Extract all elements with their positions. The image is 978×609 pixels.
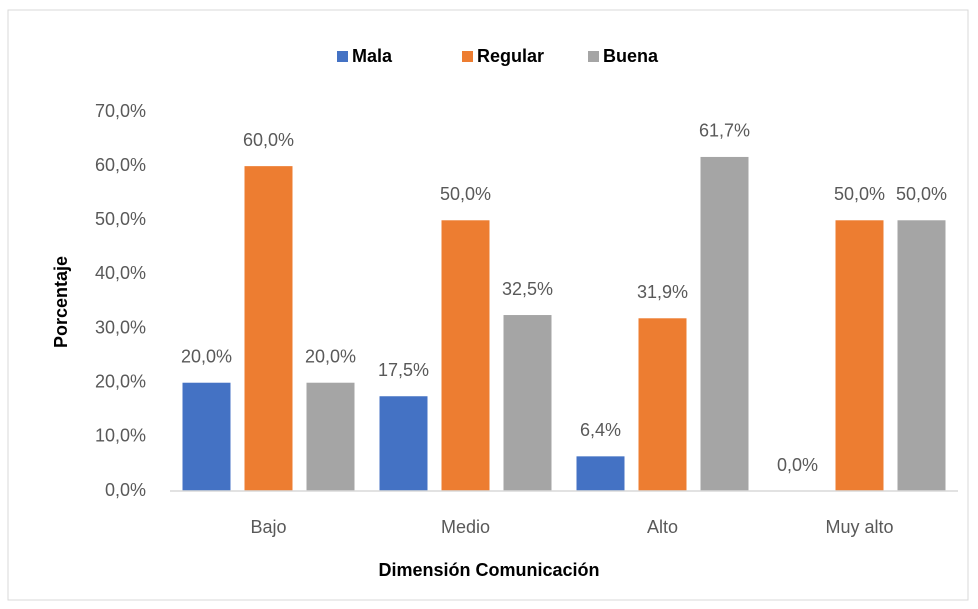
legend-label: Buena (603, 46, 659, 66)
y-tick-label: 70,0% (95, 101, 146, 121)
y-tick-label: 20,0% (95, 371, 146, 391)
bar (897, 220, 946, 492)
y-tick-label: 60,0% (95, 155, 146, 175)
y-tick-label: 0,0% (105, 480, 146, 500)
data-label: 60,0% (243, 130, 294, 150)
bar (441, 220, 490, 492)
x-tick-label: Bajo (250, 517, 286, 537)
y-tick-label: 30,0% (95, 317, 146, 337)
legend-label: Regular (477, 46, 544, 66)
data-label: 0,0% (777, 455, 818, 475)
data-label: 20,0% (181, 346, 232, 366)
bar (576, 456, 625, 491)
bar (244, 166, 293, 491)
data-label: 50,0% (896, 184, 947, 204)
y-tick-label: 40,0% (95, 263, 146, 283)
bar (379, 396, 428, 491)
data-label: 61,7% (699, 121, 750, 141)
data-label: 32,5% (502, 279, 553, 299)
bar (700, 156, 749, 491)
bar (182, 382, 231, 491)
data-label: 50,0% (440, 184, 491, 204)
x-tick-label: Muy alto (825, 517, 893, 537)
bar (638, 318, 687, 491)
x-tick-label: Alto (647, 517, 678, 537)
bar (306, 382, 355, 491)
y-axis-title: Porcentaje (51, 256, 71, 348)
y-tick-label: 50,0% (95, 209, 146, 229)
data-label: 20,0% (305, 346, 356, 366)
bar (503, 315, 552, 491)
y-tick-label: 10,0% (95, 426, 146, 446)
data-label: 31,9% (637, 282, 688, 302)
legend-swatch (337, 51, 348, 62)
legend-swatch (588, 51, 599, 62)
bar (835, 220, 884, 492)
data-label: 50,0% (834, 184, 885, 204)
legend-swatch (462, 51, 473, 62)
data-label: 17,5% (378, 360, 429, 380)
x-tick-label: Medio (441, 517, 490, 537)
legend-label: Mala (352, 46, 393, 66)
x-axis-title: Dimensión Comunicación (378, 560, 599, 580)
data-label: 6,4% (580, 420, 621, 440)
